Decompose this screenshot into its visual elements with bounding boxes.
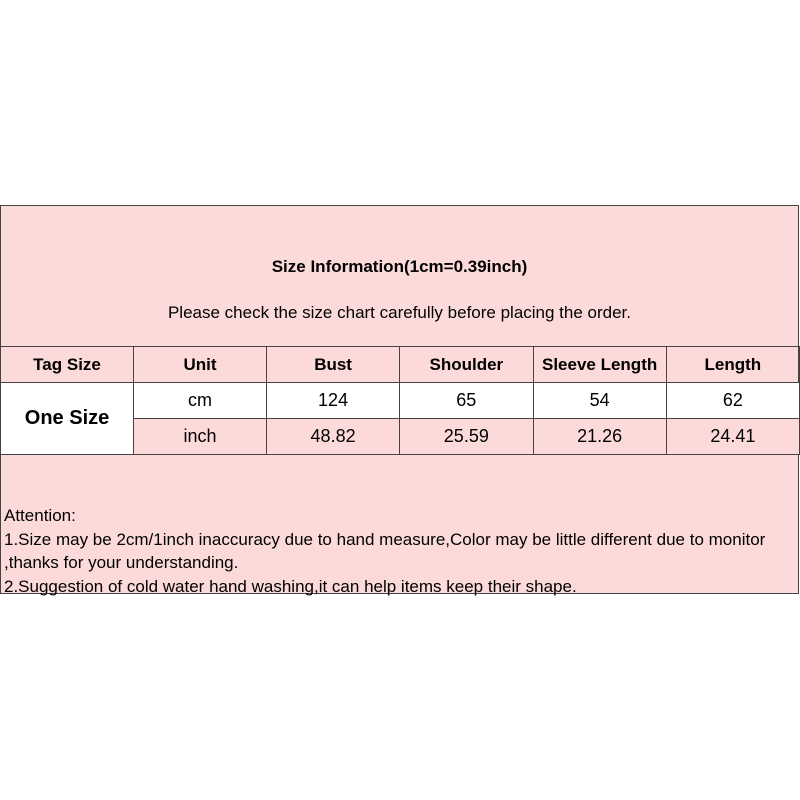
value-cell: 21.26	[532, 418, 667, 455]
value-cell: 48.82	[266, 418, 401, 455]
value-cell: 54	[532, 382, 667, 419]
value-cell: 65	[399, 382, 534, 419]
attention-notes: Attention: 1.Size may be 2cm/1inch inacc…	[4, 504, 798, 598]
attention-note: 1.Size may be 2cm/1inch inaccuracy due t…	[4, 529, 766, 573]
header-cell: Tag Size	[0, 346, 135, 383]
attention-heading: Attention:	[4, 506, 76, 525]
header-cell: Length	[665, 346, 800, 383]
attention-note: 2.Suggestion of cold water hand washing,…	[4, 576, 577, 596]
tag-size-cell: One Size	[0, 382, 135, 455]
header-cell: Bust	[266, 346, 401, 383]
value-cell: 25.59	[399, 418, 534, 455]
table-row: inch 48.82 25.59 21.26 24.41	[0, 418, 800, 455]
value-cell: 62	[665, 382, 800, 419]
value-cell: 124	[266, 382, 401, 419]
unit-cell: cm	[133, 382, 268, 419]
header-cell: Shoulder	[399, 346, 534, 383]
unit-cell: inch	[133, 418, 268, 455]
value-cell: 24.41	[665, 418, 800, 455]
size-chart: Size Information(1cm=0.39inch) Please ch…	[0, 205, 800, 596]
header-cell: Sleeve Length	[532, 346, 667, 383]
chart-subtitle: Please check the size chart carefully be…	[167, 303, 632, 322]
header-row: Tag Size Unit Bust Shoulder Sleeve Lengt…	[0, 346, 800, 383]
header-cell: Unit	[133, 346, 268, 383]
size-table: Tag Size Unit Bust Shoulder Sleeve Lengt…	[0, 346, 800, 455]
table-row: One Size cm 124 65 54 62	[0, 382, 800, 455]
chart-title: Size Information(1cm=0.39inch)	[271, 257, 528, 276]
